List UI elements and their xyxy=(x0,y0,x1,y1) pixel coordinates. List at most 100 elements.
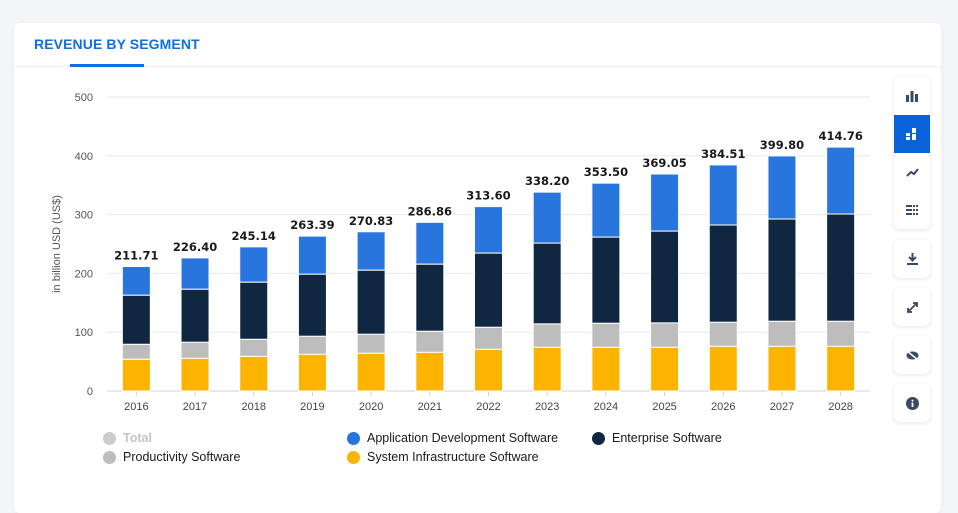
bar-segment xyxy=(121,358,151,392)
tab-bar: REVENUE BY SEGMENT xyxy=(14,23,941,67)
x-tick-label: 2025 xyxy=(652,401,676,413)
bar-chart-icon xyxy=(906,91,918,102)
line-chart-button[interactable] xyxy=(894,153,930,191)
legend-item-application-development[interactable]: Application Development Software xyxy=(347,431,558,445)
bar-segment xyxy=(767,218,797,322)
data-label-total: 226.40 xyxy=(173,240,217,254)
stacked-bar-chart: 0 100 200 300 400 500 in billion USD (US$) 2016… xyxy=(51,92,870,413)
bar-segment xyxy=(239,281,269,340)
bar-segment xyxy=(826,320,856,347)
stacked-bar-icon xyxy=(906,128,916,140)
fullscreen-button[interactable] xyxy=(894,288,930,326)
legend-item-system-infrastructure[interactable]: System Infrastructure Software xyxy=(347,450,539,464)
bar-segment xyxy=(767,155,797,220)
stacked-bar-button[interactable] xyxy=(894,115,930,153)
legend-dot xyxy=(103,450,116,464)
legend-dot xyxy=(347,431,360,445)
x-tick-label: 2017 xyxy=(183,401,207,413)
y-tick-label: 0 xyxy=(87,386,93,398)
chart-type-toolbar xyxy=(894,77,930,229)
legend-item-total[interactable]: Total xyxy=(103,431,152,445)
bar-segment xyxy=(474,348,503,392)
bar-segment xyxy=(474,252,503,328)
data-label-total: 263.39 xyxy=(290,218,334,232)
bar-segment xyxy=(180,357,210,392)
bar-segment xyxy=(297,335,327,355)
bar-segment xyxy=(297,353,327,392)
y-tick-label: 300 xyxy=(75,210,93,222)
bar-segment xyxy=(650,230,680,324)
legend-dot xyxy=(103,431,116,445)
y-tick-label: 100 xyxy=(75,327,93,339)
x-tick-label: 2023 xyxy=(535,401,559,413)
data-label-total: 369.05 xyxy=(642,156,686,170)
y-axis-label: in billion USD (US$) xyxy=(51,195,63,293)
bar-segment xyxy=(180,288,210,343)
bar-segment xyxy=(415,263,445,332)
x-tick-label: 2016 xyxy=(124,401,148,413)
x-tick-label: 2027 xyxy=(770,401,794,413)
bar-segment xyxy=(591,182,621,238)
bar-segment xyxy=(239,246,269,283)
y-tick-label: 400 xyxy=(75,151,93,163)
line-chart-icon xyxy=(905,168,919,177)
x-tick-label: 2026 xyxy=(711,401,735,413)
bar-segment xyxy=(415,351,445,392)
legend-label: Application Development Software xyxy=(367,431,559,445)
bar-segment xyxy=(767,345,797,392)
bar-chart-button[interactable] xyxy=(894,77,930,115)
bar-segment xyxy=(650,173,680,232)
bar-segment xyxy=(239,355,269,392)
bar-segment xyxy=(650,322,680,348)
bar-segment xyxy=(532,242,562,325)
bar-segment xyxy=(591,236,621,324)
hide-icon xyxy=(906,349,918,361)
bar-segment xyxy=(591,346,621,392)
legend-dot xyxy=(592,431,605,445)
bar-segment xyxy=(532,191,562,244)
bar-segment xyxy=(532,323,562,348)
active-tab-indicator xyxy=(70,64,144,67)
x-tick-label: 2018 xyxy=(241,401,265,413)
legend-label: System Infrastructure Software xyxy=(367,450,539,464)
bar-segment xyxy=(297,273,327,337)
bar-segment xyxy=(356,231,386,271)
bar-segment xyxy=(356,333,386,354)
info-button[interactable] xyxy=(894,384,930,422)
data-label-total: 313.60 xyxy=(466,189,510,203)
data-label-total: 399.80 xyxy=(760,138,804,152)
hide-button[interactable] xyxy=(894,336,930,374)
data-label-total: 270.83 xyxy=(349,214,393,228)
y-tick-label: 500 xyxy=(75,92,93,104)
x-tick-label: 2024 xyxy=(594,401,618,413)
data-label-total: 211.71 xyxy=(114,249,158,263)
bar-segment xyxy=(356,269,386,335)
bar-segment xyxy=(767,320,797,347)
bar-segment xyxy=(180,257,210,290)
data-label-total: 338.20 xyxy=(525,174,569,188)
bar-segment xyxy=(826,213,856,322)
bar-segment xyxy=(474,206,503,254)
legend-item-enterprise[interactable]: Enterprise Software xyxy=(592,431,722,445)
legend-label: Total xyxy=(123,431,152,445)
bar-segment xyxy=(474,326,503,350)
data-label-total: 384.51 xyxy=(701,147,745,161)
legend-item-productivity[interactable]: Productivity Software xyxy=(103,450,240,464)
table-icon xyxy=(906,205,918,215)
info-icon xyxy=(905,396,919,410)
download-icon xyxy=(906,253,918,265)
bar-segment xyxy=(356,352,386,392)
x-tick-label: 2019 xyxy=(300,401,324,413)
bar-segment xyxy=(121,294,151,345)
table-button[interactable] xyxy=(894,191,930,229)
x-tick-label: 2020 xyxy=(359,401,383,413)
download-button[interactable] xyxy=(894,240,930,278)
data-label-total: 414.76 xyxy=(818,129,862,143)
bar-segment xyxy=(708,345,738,392)
legend-label: Productivity Software xyxy=(123,450,241,464)
bar-segment xyxy=(826,345,856,392)
x-tick-label: 2022 xyxy=(476,401,500,413)
tab-revenue-by-segment[interactable]: REVENUE BY SEGMENT xyxy=(34,36,200,52)
bar-segment xyxy=(591,322,621,348)
bar-segment xyxy=(121,266,151,296)
